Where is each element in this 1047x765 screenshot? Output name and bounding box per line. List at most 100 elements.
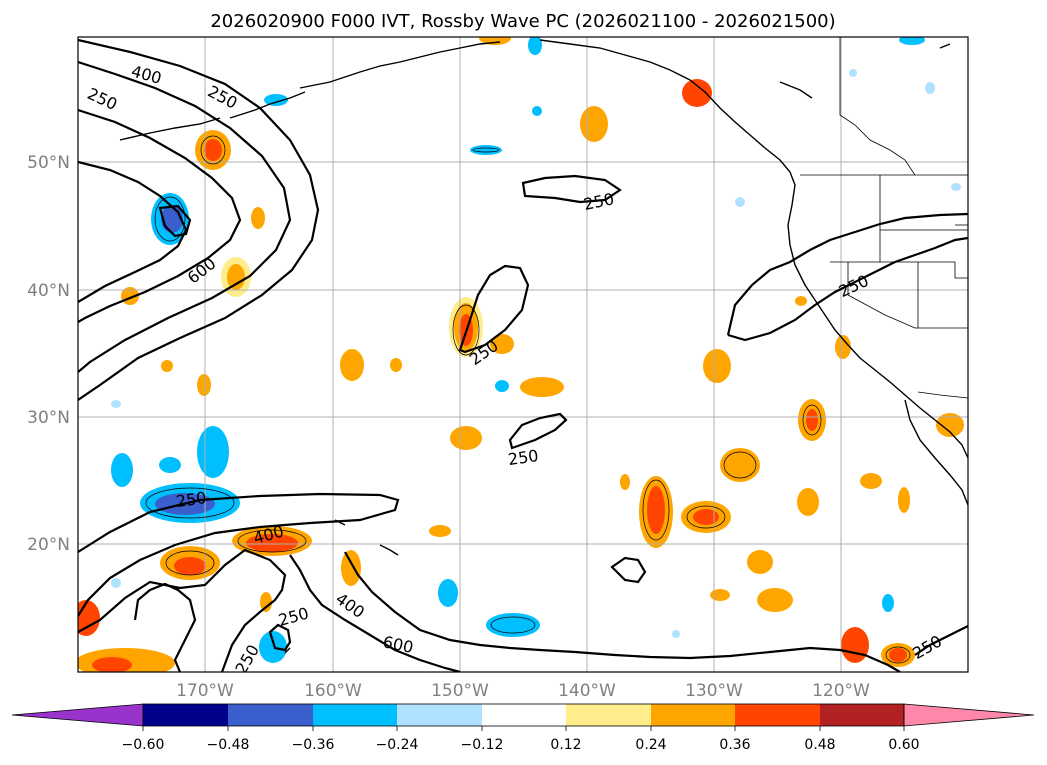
patch [341, 550, 361, 586]
patch [78, 600, 100, 636]
colorbar-tick-label: −0.48 [207, 737, 250, 753]
colorbar-tick-label: 0.24 [635, 737, 666, 753]
patch [111, 578, 121, 588]
patch [227, 264, 245, 290]
patch [111, 400, 121, 408]
patch [620, 474, 630, 490]
patch [111, 453, 133, 487]
patch [682, 79, 712, 107]
patch [841, 627, 869, 663]
patch [936, 413, 964, 437]
colorbar-tick-label: 0.48 [804, 737, 835, 753]
patch [806, 409, 818, 431]
colorbar-extend-min [11, 703, 144, 727]
patch [260, 592, 272, 612]
patch [693, 509, 719, 525]
patch [951, 183, 961, 191]
latitude-labels: 50°N 40°N 30°N 20°N [27, 153, 70, 555]
patch [450, 426, 482, 450]
coastlines [119, 39, 968, 654]
colorbar-tick-label: 0.12 [550, 737, 581, 753]
colorbar-tick-label: −0.36 [292, 737, 335, 753]
patch [259, 631, 287, 663]
colorbar-bin [228, 704, 313, 726]
graticule [78, 37, 968, 672]
colorbar-bin [651, 704, 735, 726]
patch [720, 448, 760, 482]
patch [197, 374, 211, 396]
patch [860, 473, 882, 489]
patch [647, 486, 665, 534]
patch [528, 37, 542, 55]
patch [747, 550, 773, 574]
patch [532, 106, 542, 116]
colorbar-bin [397, 704, 482, 726]
lon-label: 140°W [558, 681, 616, 701]
patch [264, 94, 288, 106]
lat-label: 20°N [27, 535, 70, 555]
patch [520, 377, 564, 397]
contour-label: 250 [175, 488, 208, 511]
patch [429, 525, 451, 537]
lon-label: 150°W [431, 681, 489, 701]
colorbar: −0.60 −0.48 −0.36 −0.24 −0.12 0.12 0.24 … [11, 703, 1035, 753]
patch [835, 335, 851, 359]
lon-label: 130°W [685, 681, 743, 701]
patch [340, 349, 364, 381]
colorbar-tick-label: 0.36 [719, 737, 750, 753]
patch [251, 207, 265, 229]
longitude-labels: 170°W 160°W 150°W 140°W 130°W 120°W [176, 681, 870, 701]
patch [710, 589, 730, 601]
map-title: 2026020900 F000 IVT, Rossby Wave PC (202… [210, 11, 835, 32]
colorbar-tick-label: −0.12 [461, 737, 504, 753]
lon-label: 120°W [812, 681, 870, 701]
patch [197, 426, 229, 478]
colorbar-bin [735, 704, 820, 726]
borders [800, 37, 968, 399]
patch [735, 197, 745, 207]
lon-label: 170°W [176, 681, 234, 701]
lat-label: 50°N [27, 153, 70, 173]
patch [470, 145, 502, 155]
lon-label: 160°W [304, 681, 362, 701]
patch [580, 106, 608, 142]
patch [204, 139, 222, 161]
patch [757, 588, 793, 612]
patch [438, 579, 458, 607]
patch [490, 334, 514, 354]
ivt-contours [78, 38, 968, 672]
patch [898, 487, 910, 513]
patch [672, 630, 680, 638]
patch [246, 534, 298, 552]
patch [92, 657, 132, 672]
colorbar-tick-label: −0.24 [376, 737, 419, 753]
map-frame [77, 36, 969, 673]
patch [899, 37, 925, 45]
patch [703, 349, 731, 383]
patch [495, 380, 509, 392]
lat-label: 40°N [27, 281, 70, 301]
patch [882, 594, 894, 612]
patch [486, 613, 540, 637]
patch [849, 69, 857, 77]
colorbar-bin [143, 704, 228, 726]
patch [925, 82, 935, 94]
patch [889, 648, 907, 662]
colorbar-bin [820, 704, 904, 726]
pc-outlines [145, 135, 911, 664]
colorbar-tick-label: 0.60 [888, 737, 919, 753]
colorbar-bin [566, 704, 651, 726]
patch [159, 457, 181, 473]
patch [174, 557, 206, 575]
patch [390, 358, 402, 372]
patch [795, 296, 807, 306]
patch [797, 488, 819, 516]
colorbar-bin [313, 704, 397, 726]
patch [161, 360, 173, 372]
lat-label: 30°N [27, 408, 70, 428]
colorbar-extend-max [903, 703, 1035, 727]
contour-label: 250 [507, 446, 540, 469]
colorbar-bin [482, 704, 566, 726]
colorbar-tick-label: −0.60 [122, 737, 165, 753]
